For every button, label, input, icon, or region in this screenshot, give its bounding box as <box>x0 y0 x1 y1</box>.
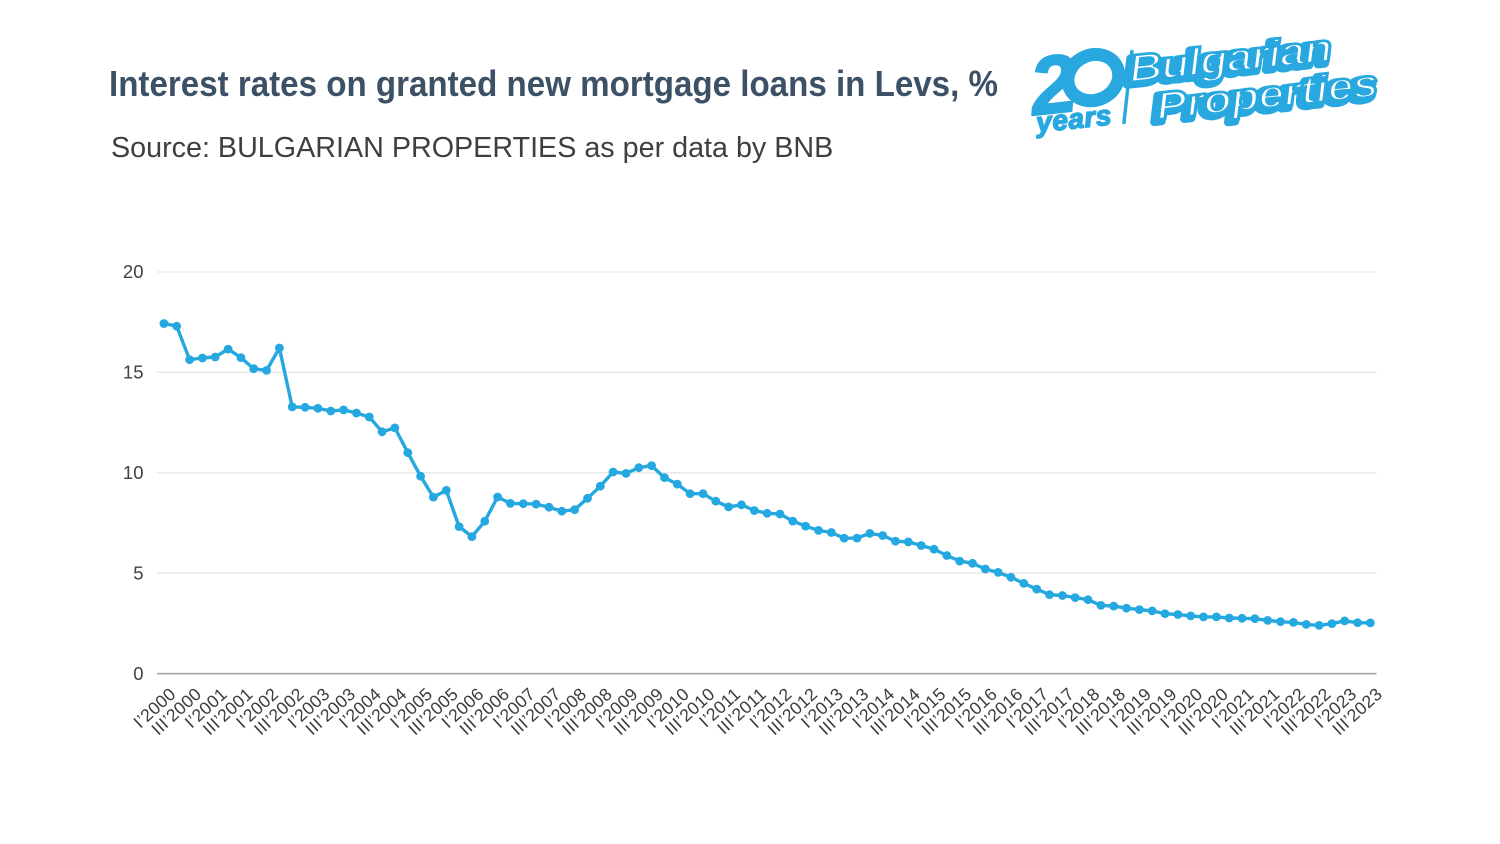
svg-text:10: 10 <box>123 462 144 483</box>
svg-text:0: 0 <box>133 663 143 684</box>
svg-text:15: 15 <box>123 362 144 383</box>
svg-text:20: 20 <box>123 261 144 282</box>
svg-text:5: 5 <box>133 562 143 583</box>
